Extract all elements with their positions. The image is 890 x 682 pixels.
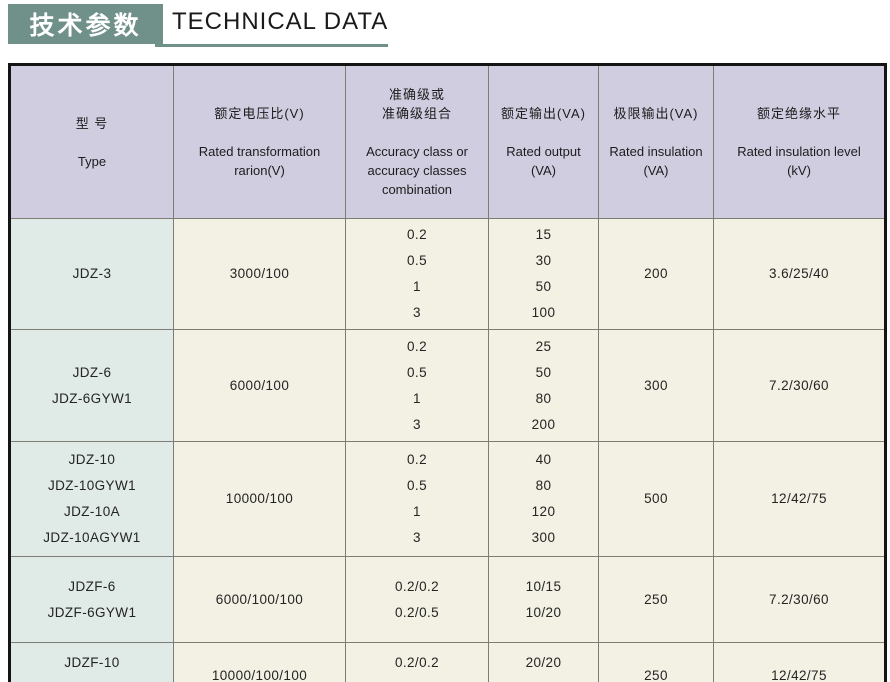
rated-output-cell: 25 50 80 200: [488, 329, 599, 442]
column-header-rated-output: 额定输出(VA) Rated output (VA): [488, 64, 599, 219]
limit-output-cell: 250: [598, 642, 714, 682]
table-row-jdz-3: JDZ-3 3000/100 0.2 0.5 1 3 15 30 50 100 …: [9, 218, 886, 330]
column-header-type-cn: 型 号: [75, 115, 109, 131]
table-row-jdzf-6: JDZF-6 JDZF-6GYW1 6000/100/100 0.2/0.2 0…: [9, 556, 886, 643]
rated-output-cell: 15 30 50 100: [488, 218, 599, 330]
voltage-ratio-cell: 10000/100/100: [173, 642, 346, 682]
insulation-level-cell: 3.6/25/40: [713, 218, 886, 330]
column-header-voltage-ratio: 额定电压比(V) Rated transformation rarion(V): [173, 64, 346, 219]
limit-output-cell: 250: [598, 556, 714, 643]
table-row-jdz-10: JDZ-10 JDZ-10GYW1 JDZ-10A JDZ-10AGYW1 10…: [9, 441, 886, 557]
voltage-ratio-cell: 10000/100: [173, 441, 346, 557]
column-header-rated-output-en: Rated output (VA): [506, 144, 581, 178]
voltage-ratio-cell: 6000/100: [173, 329, 346, 442]
accuracy-class-cell: 0.2/0.2 0.2/0.5: [345, 642, 489, 682]
type-cell: JDZ-10 JDZ-10GYW1 JDZ-10A JDZ-10AGYW1: [9, 441, 174, 557]
voltage-ratio-cell: 6000/100/100: [173, 556, 346, 643]
voltage-ratio-cell: 3000/100: [173, 218, 346, 330]
accuracy-class-cell: 0.2 0.5 1 3: [345, 218, 489, 330]
accuracy-class-cell: 0.2 0.5 1 3: [345, 441, 489, 557]
insulation-level-cell: 7.2/30/60: [713, 329, 886, 442]
limit-output-cell: 500: [598, 441, 714, 557]
column-header-insulation-level: 额定绝缘水平 Rated insulation level (kV): [713, 64, 886, 219]
insulation-level-cell: 12/42/75: [713, 642, 886, 682]
page-title-english: TECHNICAL DATA: [172, 8, 389, 35]
rated-output-cell: 40 80 120 300: [488, 441, 599, 557]
column-header-rated-output-cn: 额定输出(VA): [500, 106, 587, 121]
page-title-chinese: 技术参数: [8, 4, 163, 44]
column-header-accuracy-class: 准确级或 准确级组合 Accuracy class or accuracy cl…: [345, 64, 489, 219]
column-header-limit-output-cn: 极限输出(VA): [613, 106, 699, 121]
technical-data-table: 型 号 Type 额定电压比(V) Rated transformation r…: [8, 63, 887, 682]
column-header-limit-output: 极限输出(VA) Rated insulation (VA): [598, 64, 714, 219]
column-header-type-en: Type: [77, 153, 107, 169]
column-header-insulation-level-en: Rated insulation level (kV): [737, 144, 861, 178]
table-header-row: 型 号 Type 额定电压比(V) Rated transformation r…: [9, 64, 886, 219]
accuracy-class-cell: 0.2/0.2 0.2/0.5: [345, 556, 489, 643]
table-row-jdz-6: JDZ-6 JDZ-6GYW1 6000/100 0.2 0.5 1 3 25 …: [9, 329, 886, 442]
limit-output-cell: 300: [598, 329, 714, 442]
column-header-limit-output-en: Rated insulation (VA): [609, 144, 703, 178]
table-row-jdzf-10: JDZF-10 JDZF-10GYW1 10000/100/100 0.2/0.…: [9, 642, 886, 682]
column-header-type: 型 号 Type: [9, 64, 174, 219]
rated-output-cell: 10/15 10/20: [488, 556, 599, 643]
title-underline-rule: [155, 44, 388, 47]
column-header-accuracy-class-cn: 准确级或 准确级组合: [381, 87, 452, 121]
insulation-level-cell: 7.2/30/60: [713, 556, 886, 643]
rated-output-cell: 20/20 20/25: [488, 642, 599, 682]
type-cell: JDZF-6 JDZF-6GYW1: [9, 556, 174, 643]
accuracy-class-cell: 0.2 0.5 1 3: [345, 329, 489, 442]
type-cell: JDZ-6 JDZ-6GYW1: [9, 329, 174, 442]
type-cell: JDZ-3: [9, 218, 174, 330]
column-header-voltage-ratio-en: Rated transformation rarion(V): [198, 144, 321, 178]
type-cell: JDZF-10 JDZF-10GYW1: [9, 642, 174, 682]
column-header-insulation-level-cn: 额定绝缘水平: [756, 106, 841, 121]
column-header-voltage-ratio-cn: 额定电压比(V): [214, 106, 305, 121]
insulation-level-cell: 12/42/75: [713, 441, 886, 557]
limit-output-cell: 200: [598, 218, 714, 330]
column-header-accuracy-class-en: Accuracy class or accuracy classes combi…: [366, 144, 468, 197]
